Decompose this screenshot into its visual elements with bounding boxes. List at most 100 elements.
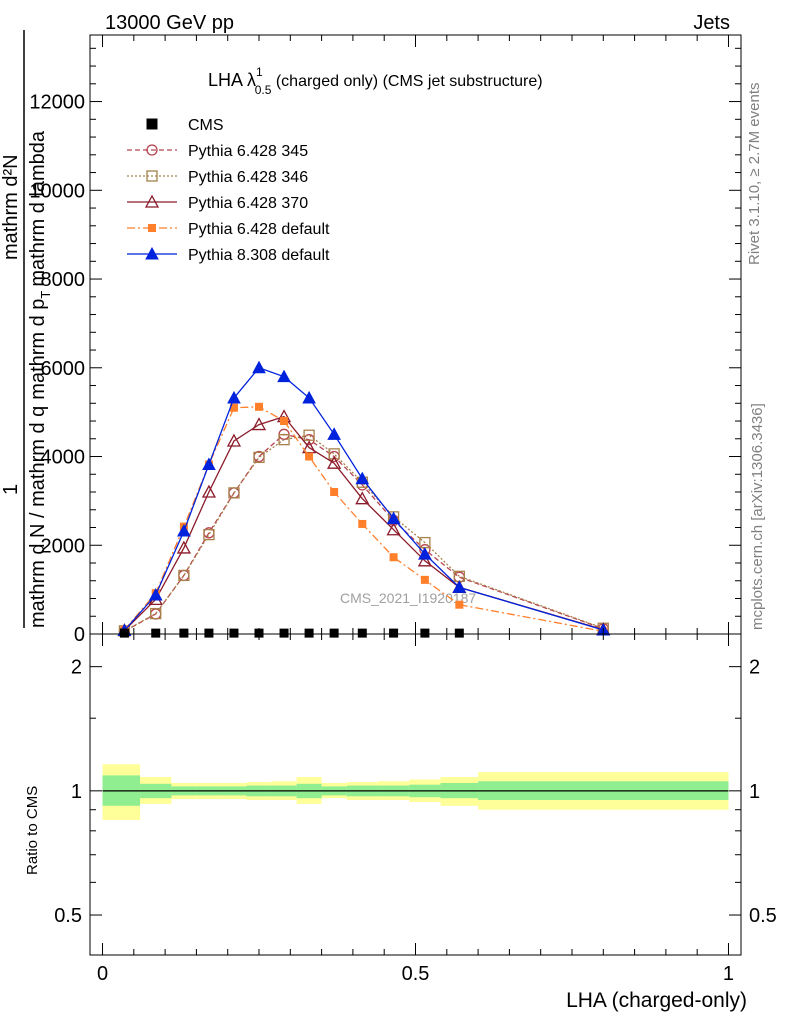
ratio-panel-frame	[89, 633, 742, 956]
point-p370	[251, 417, 267, 431]
point-cms	[229, 628, 239, 638]
x-tick-label: 0.5	[402, 963, 430, 985]
point-pdefault	[255, 402, 264, 411]
y-tick-label: 8000	[41, 269, 86, 291]
ratio-y-tick-label: 2	[71, 657, 82, 679]
y-tick-label: 10000	[29, 180, 85, 202]
y-axis-label: 1 mathrm d²N mathrm d N / mathrm d qmath…	[0, 30, 53, 628]
point-p8default	[177, 524, 191, 537]
y-label-denominator-tail: mathrm d p	[27, 299, 49, 400]
point-cms	[151, 628, 161, 638]
header-right: Jets	[693, 12, 730, 34]
y-label-numerator: 1	[0, 484, 22, 495]
point-p370	[226, 433, 242, 447]
y-label-numerator-sub: mathrm d²N	[0, 154, 22, 260]
legend-label-pdefault: Pythia 6.428 default	[188, 221, 330, 238]
point-cms	[454, 628, 464, 638]
point-cms	[420, 628, 430, 638]
legend-marker-pdefault	[148, 224, 156, 232]
chart-title-rest: (charged only) (CMS jet substructure)	[271, 73, 542, 90]
legend-item-cms: CMS	[146, 117, 224, 134]
ratio-y-tick-label-right: 1	[749, 781, 760, 803]
point-cms	[389, 628, 399, 638]
point-p8default	[148, 587, 163, 601]
point-p370	[327, 455, 342, 469]
point-cms	[179, 628, 189, 638]
legend-label-p345: Pythia 6.428 345	[188, 143, 308, 160]
point-p8default	[386, 511, 401, 525]
point-cms	[119, 628, 129, 638]
point-p346	[178, 569, 190, 582]
point-p8default	[277, 369, 291, 383]
point-p370	[386, 522, 401, 536]
legend-marker-p346	[146, 170, 158, 182]
point-p346	[253, 451, 265, 464]
point-p8default	[418, 547, 432, 560]
x-tick-label: 0	[97, 963, 108, 985]
point-p8default	[252, 360, 266, 374]
ratio-y-tick-label-right: 0.5	[749, 905, 777, 927]
legend-item-pdefault: Pythia 6.428 default	[127, 221, 330, 238]
x-tick-label: 1	[723, 963, 734, 985]
point-p8default	[302, 390, 316, 404]
point-p370	[417, 553, 432, 567]
point-pdefault	[280, 417, 289, 426]
point-p8default	[227, 390, 241, 404]
series-p8default	[117, 360, 611, 636]
legend-marker-p345	[146, 144, 158, 156]
y-label-denominator-sub: T	[38, 291, 53, 299]
point-pdefault	[455, 600, 464, 609]
ratio-panel: 0.5 0.5 1 1 2 2 0 0.5 1	[54, 633, 777, 985]
legend-label-cms: CMS	[188, 117, 224, 134]
rivet-label: Rivet 3.1.10, ≥ 2.7M events	[746, 83, 763, 266]
chart-title: LHA λ1 0.5 (charged only) (CMS jet substr…	[208, 65, 543, 97]
legend-marker-cms	[146, 118, 158, 130]
ratio-y-tick-label: 1	[71, 781, 82, 803]
point-cms	[204, 628, 214, 638]
series-line-p8default	[123, 367, 604, 631]
point-p8default	[355, 471, 370, 485]
y-label-denominator: mathrm d N / mathrm d q mathrm d pTmathrm…	[27, 130, 53, 628]
point-cms	[304, 628, 314, 638]
point-p346	[150, 607, 162, 620]
y-label-denominator-end: mathrm d lambda	[27, 130, 49, 286]
point-pdefault	[305, 452, 314, 461]
point-cms	[357, 628, 367, 638]
legend-item-p346: Pythia 6.428 346	[127, 169, 308, 186]
watermark: CMS_2021_I1920187	[340, 590, 476, 606]
chart-title-sub: 0.5	[255, 83, 272, 97]
series-line-p370	[123, 415, 604, 631]
y-tick-label: 4000	[41, 447, 86, 469]
point-cms	[279, 628, 289, 638]
point-p8default	[327, 427, 341, 440]
point-pdefault	[330, 488, 339, 497]
legend-label-p346: Pythia 6.428 346	[188, 169, 308, 186]
legend-item-p370: Pythia 6.428 370	[127, 194, 308, 212]
point-pdefault	[420, 575, 429, 584]
point-p346	[203, 528, 215, 541]
point-p8default	[202, 457, 216, 471]
point-p370	[355, 491, 370, 505]
legend-marker-p8default	[145, 246, 159, 260]
y-tick-label: 6000	[41, 358, 86, 380]
y-tick-label: 0	[74, 624, 85, 646]
chart-title-main: LHA λ	[208, 70, 256, 90]
legend-label-p8default: Pythia 8.308 default	[188, 247, 330, 264]
point-pdefault	[358, 519, 367, 528]
point-p346	[303, 429, 315, 441]
point-p346	[278, 434, 290, 446]
chart-title-sup: 1	[256, 65, 263, 79]
series-line-pdefault	[123, 406, 604, 632]
y-tick-label: 2000	[41, 535, 86, 557]
x-axis-label: LHA (charged-only)	[566, 989, 747, 1012]
header-left: 13000 GeV pp	[105, 12, 234, 34]
legend-marker-p370	[144, 194, 160, 208]
point-p346	[228, 487, 240, 499]
legend-item-p8default: Pythia 8.308 default	[127, 246, 330, 264]
point-p346	[328, 448, 340, 460]
point-p8default	[452, 580, 467, 593]
legend-label-p370: Pythia 6.428 370	[188, 195, 308, 212]
ratio-y-tick-label: 0.5	[54, 905, 82, 927]
y-tick-label: 12000	[29, 92, 85, 114]
